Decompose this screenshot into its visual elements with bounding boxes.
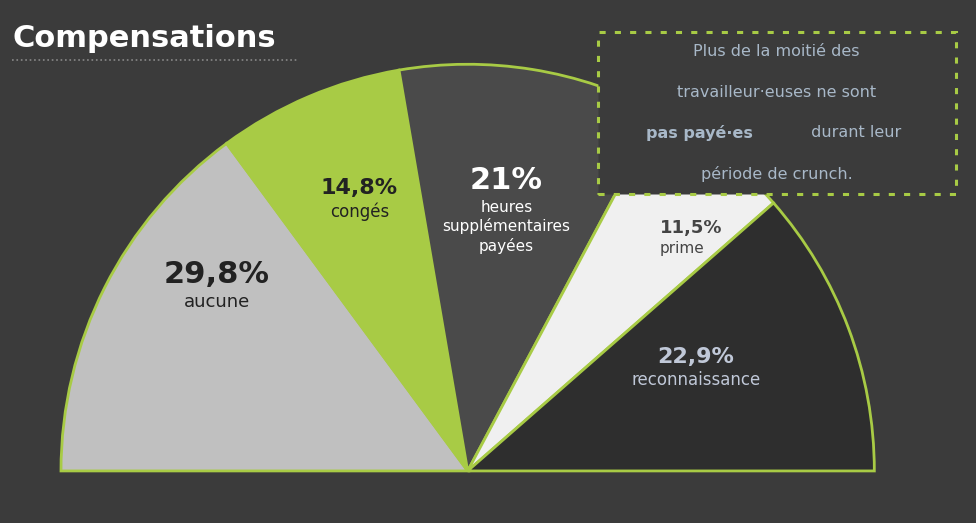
Wedge shape	[468, 112, 774, 471]
Text: heures
supplémentaires
payées: heures supplémentaires payées	[442, 200, 571, 254]
Text: congés: congés	[330, 202, 389, 221]
Text: pas payé·es: pas payé·es	[646, 126, 752, 141]
Text: période de crunch.: période de crunch.	[701, 166, 853, 182]
Text: Plus de la moitié des: Plus de la moitié des	[694, 44, 860, 59]
Text: aucune: aucune	[183, 293, 250, 311]
Text: 21%: 21%	[470, 166, 543, 196]
Text: 29,8%: 29,8%	[164, 260, 269, 289]
Text: 14,8%: 14,8%	[321, 178, 398, 198]
Text: prime: prime	[660, 241, 705, 256]
Text: 11,5%: 11,5%	[660, 219, 722, 237]
Text: 22,9%: 22,9%	[658, 347, 735, 367]
Wedge shape	[468, 203, 874, 471]
Wedge shape	[399, 64, 659, 471]
Text: travailleur·euses ne sont: travailleur·euses ne sont	[677, 85, 876, 99]
Wedge shape	[226, 70, 468, 471]
Wedge shape	[61, 143, 468, 471]
Text: reconnaissance: reconnaissance	[631, 371, 760, 389]
Text: Compensations: Compensations	[13, 24, 276, 53]
FancyBboxPatch shape	[598, 32, 956, 195]
Text: durant leur: durant leur	[806, 126, 902, 140]
